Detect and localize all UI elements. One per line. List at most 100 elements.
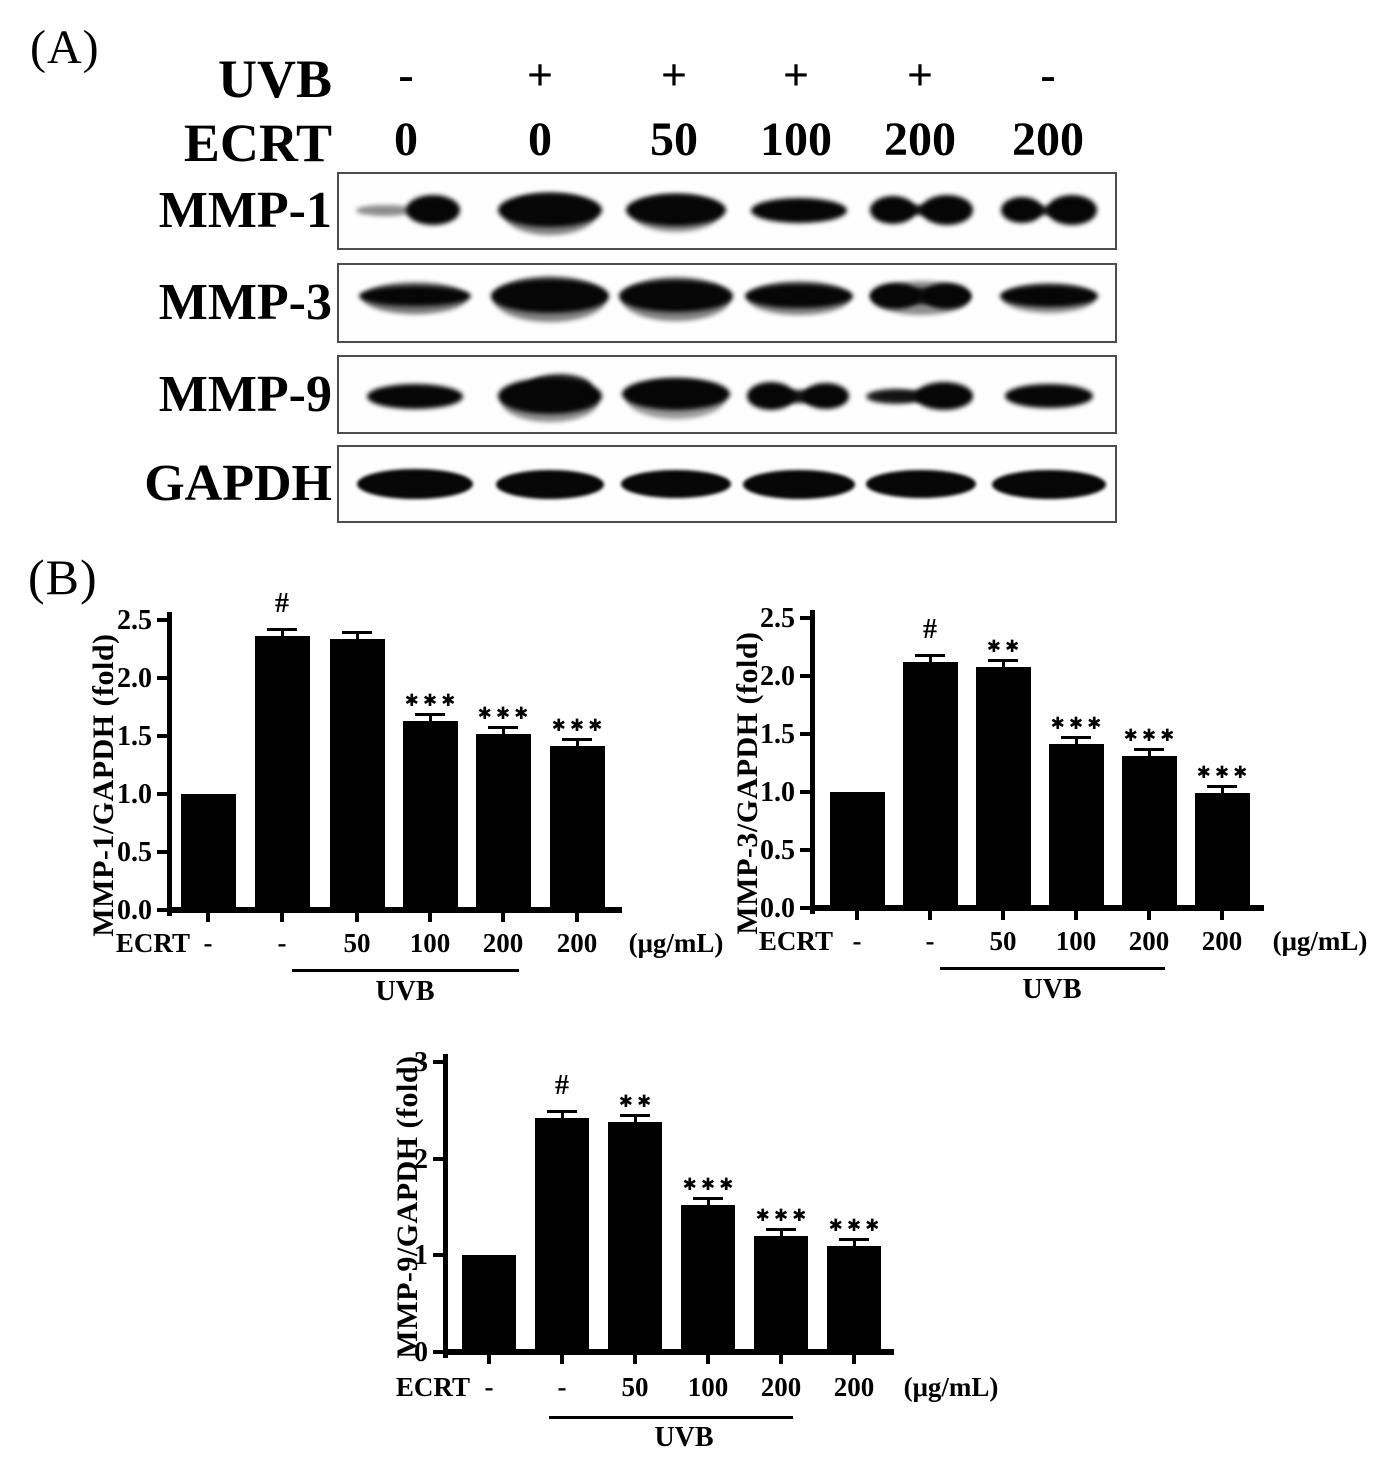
data-bar <box>754 1236 808 1354</box>
x-axis-line <box>810 905 1264 911</box>
significance-stars: ✱✱✱ <box>551 716 607 737</box>
y-tick-mark <box>433 1253 443 1258</box>
data-bar <box>902 662 958 910</box>
significance-stars: ✱✱ <box>618 1091 656 1112</box>
x-tick-mark <box>706 1355 710 1364</box>
protein-band <box>1003 283 1095 313</box>
blot-target-label: MMP-1 <box>158 182 332 239</box>
protein-band <box>1000 285 1098 307</box>
error-bar-cap <box>692 1197 724 1201</box>
uvb-group-label: UVB <box>1022 974 1082 1005</box>
y-tick-mark <box>157 850 167 854</box>
uvb-group-label: UVB <box>375 976 435 1007</box>
significance-hash: # <box>555 1070 569 1102</box>
uvb-group-line <box>292 969 519 972</box>
error-bar-stem <box>852 1238 856 1247</box>
error-bar-stem <box>280 629 284 638</box>
y-tick-label: 1.0 <box>760 777 795 808</box>
y-tick-label: 1 <box>414 1240 428 1272</box>
x-tick-mark <box>852 1355 856 1364</box>
x-category-label: - <box>557 1372 567 1402</box>
y-tick-label: 2.0 <box>760 661 795 692</box>
y-axis-title: MMP-1/GAPDH (fold) <box>87 633 120 937</box>
data-bar <box>608 1121 662 1354</box>
protein-band <box>357 469 473 499</box>
x-category-label: 200 <box>1128 926 1170 956</box>
ecrt-dose-value: 0 <box>528 113 552 166</box>
x-category-label: 50 <box>989 926 1017 956</box>
y-tick-mark <box>433 1156 443 1161</box>
protein-band <box>743 469 855 499</box>
protein-band <box>502 382 598 422</box>
y-tick-label: 1.5 <box>760 719 795 750</box>
protein-band <box>992 469 1106 499</box>
protein-band <box>748 281 850 315</box>
y-tick-label: 2.0 <box>117 663 152 694</box>
x-category-label: 100 <box>409 928 451 958</box>
error-bar-stem <box>1074 737 1078 746</box>
error-bar-cap <box>1206 785 1238 789</box>
ecrt-dose-value: 50 <box>650 113 698 166</box>
x-axis-line <box>443 1349 894 1355</box>
y-tick-label: 2 <box>414 1143 428 1175</box>
significance-stars: ✱✱✱ <box>828 1215 884 1236</box>
ecrt-row-label: ECRT <box>183 113 332 173</box>
error-bar-cap <box>341 630 373 634</box>
y-axis-title: MMP-3/GAPDH (fold) <box>731 631 764 935</box>
data-bar <box>535 1118 589 1354</box>
data-bar <box>475 733 531 912</box>
x-tick-mark <box>1147 911 1151 920</box>
x-tick-mark <box>280 913 284 922</box>
blot-target-label: MMP-3 <box>158 274 332 331</box>
error-bar-cap <box>1133 748 1165 752</box>
protein-band <box>632 194 720 232</box>
y-tick-mark <box>157 676 167 680</box>
significance-hash: # <box>923 614 937 646</box>
x-category-label: - <box>277 928 287 958</box>
y-tick-mark <box>800 848 810 852</box>
y-tick-label: 1.5 <box>117 721 152 752</box>
data-bar <box>180 794 236 912</box>
x-tick-mark <box>633 1355 637 1364</box>
protein-band <box>367 383 463 409</box>
protein-band <box>753 389 845 403</box>
significance-stars: ✱✱✱ <box>1196 763 1252 784</box>
uvb-condition-value: + <box>526 49 554 100</box>
x-category-label: 200 <box>482 928 524 958</box>
x-tick-mark <box>1074 911 1078 920</box>
significance-stars: ✱✱✱ <box>1123 726 1179 747</box>
y-tick-label: 0.5 <box>117 837 152 868</box>
y-tick-label: 2.5 <box>760 603 795 634</box>
error-bar-cap <box>414 712 446 716</box>
protein-band <box>1005 384 1093 408</box>
protein-band <box>627 379 725 419</box>
x-axis-prefix: ECRT <box>115 928 190 958</box>
protein-band <box>363 282 467 314</box>
error-bar-stem <box>1147 749 1151 758</box>
protein-band <box>866 470 976 498</box>
error-bar-cap <box>561 738 593 742</box>
data-bar <box>549 746 605 912</box>
x-tick-mark <box>1001 911 1005 920</box>
protein-band <box>406 195 460 225</box>
x-axis-suffix: (μg/mL) <box>903 1372 999 1402</box>
error-bar-cap <box>1060 736 1092 740</box>
data-bar <box>1121 756 1177 910</box>
data-bar <box>329 638 385 912</box>
blot-target-label: GAPDH <box>144 455 332 512</box>
x-category-label: - <box>203 928 213 958</box>
uvb-row-label: UVB <box>217 49 332 109</box>
uvb-condition-value: - <box>398 49 414 100</box>
panel-a-label: (A) <box>30 21 100 74</box>
protein-band <box>872 391 970 401</box>
uvb-condition-value: + <box>906 49 934 100</box>
x-category-label: - <box>852 926 862 956</box>
y-axis-line <box>443 1054 448 1358</box>
x-tick-mark <box>487 1355 491 1364</box>
y-tick-mark <box>800 790 810 794</box>
protein-band <box>622 277 730 321</box>
data-bar <box>681 1205 735 1354</box>
blot-image-box <box>337 172 1117 250</box>
protein-band <box>622 378 730 410</box>
